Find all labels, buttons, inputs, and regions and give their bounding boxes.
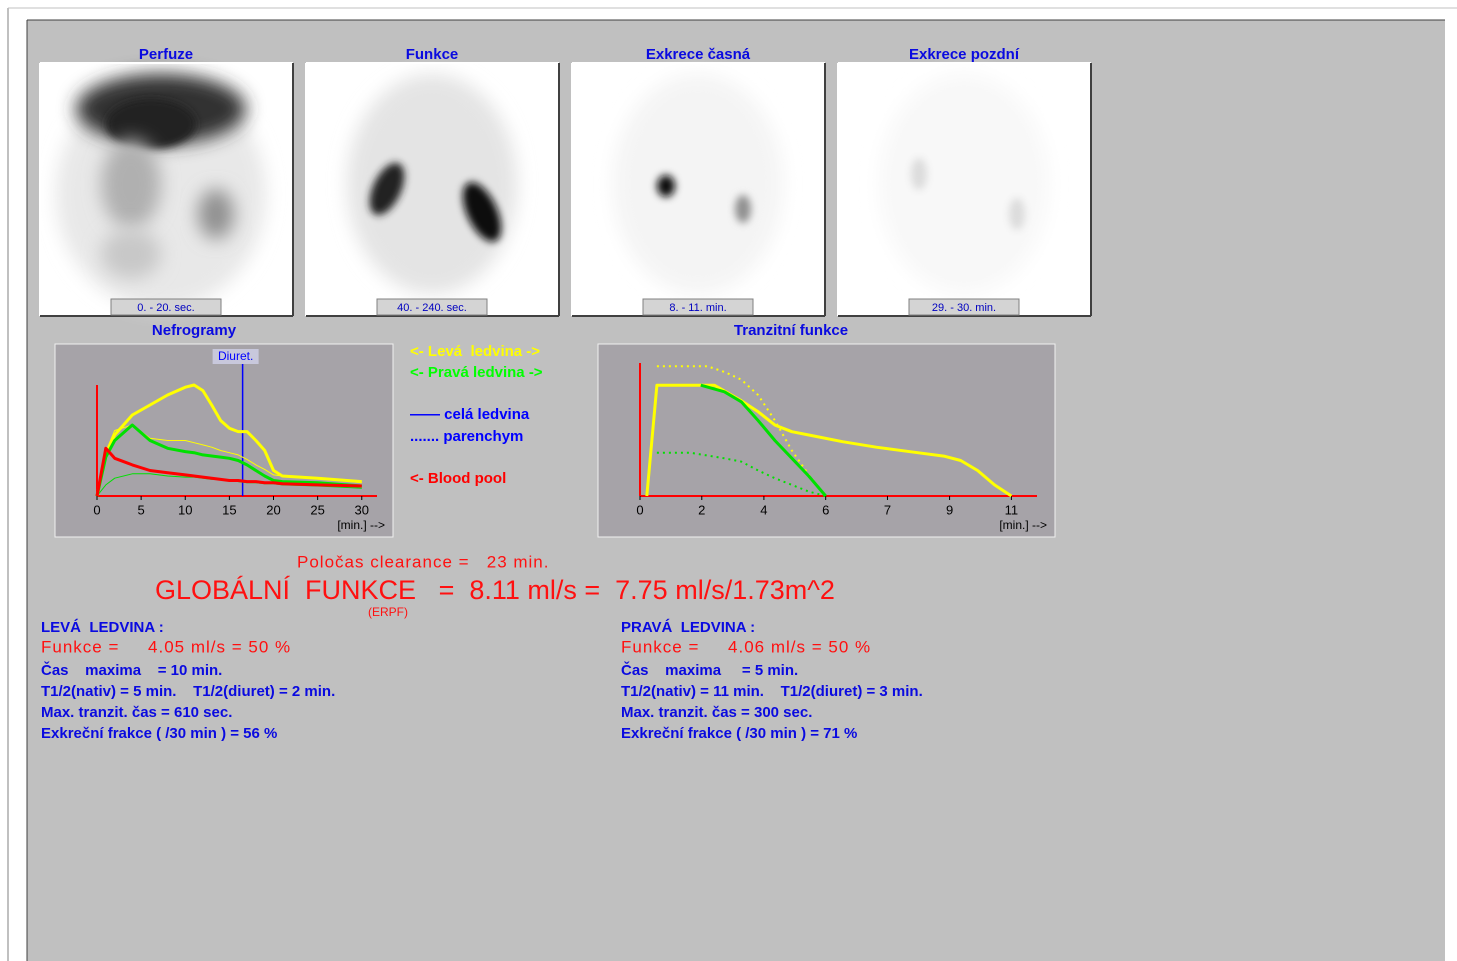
kidney-line: Čas maxima = 5 min.	[621, 661, 798, 679]
x-axis-label: [min.] -->	[999, 518, 1047, 532]
kidney-line: Max. tranzit. čas = 610 sec.	[41, 704, 232, 721]
legend-entry: —— celá ledvina	[410, 406, 530, 423]
x-tick-label: 30	[355, 502, 369, 517]
x-tick-label: 7	[884, 502, 891, 517]
image-title: Perfuze	[139, 46, 193, 63]
image-title: Exkrece pozdní	[909, 46, 1020, 63]
scan-image	[839, 64, 1090, 315]
legend-entry: ....... parenchym	[410, 428, 523, 445]
image-title: Funkce	[406, 46, 459, 63]
kidney-line: Exkreční frakce ( /30 min ) = 71 %	[621, 725, 857, 742]
x-tick-label: 0	[93, 502, 100, 517]
kidney-line: Čas maxima = 10 min.	[41, 661, 222, 679]
kidney-title: PRAVÁ LEDVINA :	[621, 619, 755, 636]
x-tick-label: 10	[178, 502, 192, 517]
x-tick-label: 9	[946, 502, 953, 517]
kidney-line: Exkreční frakce ( /30 min ) = 56 %	[41, 725, 277, 742]
chart-title: Tranzitní funkce	[734, 322, 848, 339]
x-tick-label: 20	[266, 502, 280, 517]
x-tick-label: 25	[310, 502, 324, 517]
image-title: Exkrece časná	[646, 46, 751, 63]
image-label: 40. - 240. sec.	[397, 302, 467, 314]
x-tick-label: 2	[698, 502, 705, 517]
kidney-function: Funkce = 4.06 ml/s = 50 %	[621, 637, 871, 656]
scan-image	[573, 64, 824, 315]
image-label: 8. - 11. min.	[669, 302, 726, 314]
x-tick-label: 11	[1005, 502, 1019, 517]
clearance: Poločas clearance = 23 min.	[297, 552, 549, 571]
chart-title: Nefrogramy	[152, 322, 237, 339]
legend-entry: <- Blood pool	[410, 470, 506, 487]
x-tick-label: 5	[138, 502, 145, 517]
scan-image	[307, 64, 558, 315]
diuret-label: Diuret.	[218, 349, 253, 363]
kidney-line: T1/2(nativ) = 5 min. T1/2(diuret) = 2 mi…	[41, 683, 335, 700]
scan-image	[41, 64, 292, 315]
image-label: 29. - 30. min.	[932, 302, 996, 314]
kidney-line: Max. tranzit. čas = 300 sec.	[621, 704, 812, 721]
kidney-title: LEVÁ LEDVINA :	[41, 619, 164, 636]
image-label: 0. - 20. sec.	[137, 302, 194, 314]
legend-entry: <- Levá ledvina ->	[410, 343, 540, 360]
kidney-function: Funkce = 4.05 ml/s = 50 %	[41, 637, 291, 656]
legend-entry: <- Pravá ledvina ->	[410, 364, 543, 381]
kidney-line: T1/2(nativ) = 11 min. T1/2(diuret) = 3 m…	[621, 683, 923, 700]
x-tick-label: 15	[222, 502, 236, 517]
x-axis-label: [min.] -->	[337, 518, 385, 532]
erpf: (ERPF)	[368, 605, 408, 619]
screen: Poločas clearance = 23 min. GLOBÁLNÍ FUN…	[0, 0, 1457, 961]
x-tick-label: 0	[636, 502, 643, 517]
x-tick-label: 6	[822, 502, 829, 517]
global-function: GLOBÁLNÍ FUNKCE = 8.11 ml/s = 7.75 ml/s/…	[155, 575, 835, 605]
x-tick-label: 4	[760, 502, 767, 517]
